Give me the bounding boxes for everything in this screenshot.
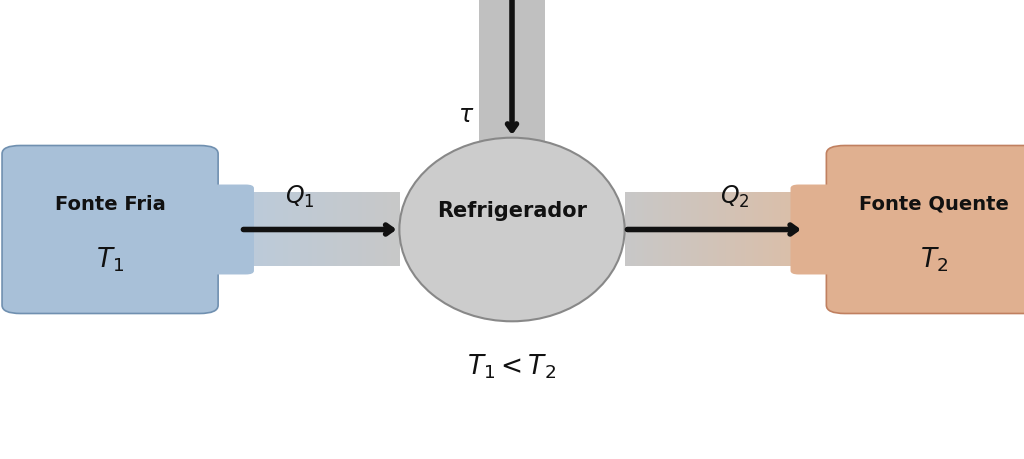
- FancyBboxPatch shape: [2, 146, 218, 313]
- FancyBboxPatch shape: [826, 146, 1024, 313]
- Text: Refrigerador: Refrigerador: [437, 201, 587, 221]
- Text: $\tau$: $\tau$: [458, 103, 474, 127]
- Text: $T_1 < T_2$: $T_1 < T_2$: [467, 353, 557, 381]
- FancyBboxPatch shape: [791, 185, 858, 274]
- Text: Fonte Fria: Fonte Fria: [54, 195, 166, 214]
- Text: $T_2$: $T_2$: [921, 245, 948, 274]
- Text: $T_1$: $T_1$: [96, 245, 124, 274]
- Text: Fonte Quente: Fonte Quente: [859, 195, 1010, 214]
- Ellipse shape: [399, 138, 625, 321]
- Text: $Q_1$: $Q_1$: [285, 184, 314, 211]
- Text: $Q_2$: $Q_2$: [720, 184, 750, 211]
- FancyBboxPatch shape: [479, 0, 545, 142]
- FancyBboxPatch shape: [186, 185, 254, 274]
